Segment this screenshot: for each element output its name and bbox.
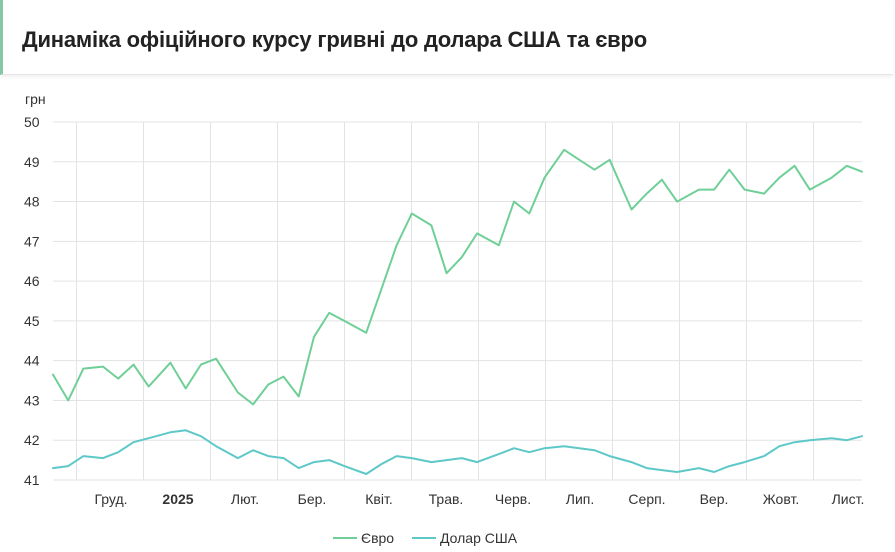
legend-item[interactable]: Євро	[333, 530, 394, 546]
x-tick-label: Серп.	[628, 491, 665, 507]
x-tick-label: Квіт.	[365, 491, 392, 507]
x-axis-ticks: Груд. 2025 Лют. Бер. Квіт. Трав. Черв. Лип. Серп…	[94, 491, 864, 507]
x-tick-label: Бер.	[298, 491, 327, 507]
x-tick-label: Вер.	[700, 491, 729, 507]
series-lines	[52, 148, 863, 475]
y-tick-label: 41	[24, 472, 40, 488]
x-tick-label: Трав.	[429, 491, 464, 507]
y-tick-label: 49	[24, 154, 40, 170]
y-tick-label: 50	[24, 114, 40, 130]
x-tick-label: Лист.	[832, 491, 865, 507]
series-line	[52, 429, 863, 475]
y-tick-label: 43	[24, 392, 40, 408]
y-axis-ticks: 50 49 48 47 46 45 44 43 42 41	[24, 114, 40, 488]
legend-label: Долар США	[440, 530, 518, 546]
x-tick-label: 2025	[162, 491, 193, 507]
x-tick-label: Лип.	[566, 491, 594, 507]
x-tick-label: Черв.	[495, 491, 531, 507]
x-tick-label: Лют.	[231, 491, 259, 507]
chart-grid	[53, 121, 862, 481]
y-tick-label: 47	[24, 233, 40, 249]
y-tick-label: 42	[24, 432, 40, 448]
legend-label: Євро	[361, 530, 394, 546]
legend-item[interactable]: Долар США	[412, 530, 518, 546]
y-axis-unit-label: грн	[25, 91, 46, 107]
chart-title: Динаміка офіційного курсу гривні до дола…	[22, 27, 647, 52]
y-tick-label: 46	[24, 273, 40, 289]
y-tick-label: 45	[24, 313, 40, 329]
chart-legend: Євро Долар США	[333, 530, 518, 546]
x-tick-label: Жовт.	[763, 491, 799, 507]
series-line	[52, 148, 863, 406]
y-tick-label: 48	[24, 194, 40, 210]
y-tick-label: 44	[24, 353, 40, 369]
chart-header: Динаміка офіційного курсу гривні до дола…	[0, 0, 893, 75]
x-tick-label: Груд.	[94, 491, 127, 507]
